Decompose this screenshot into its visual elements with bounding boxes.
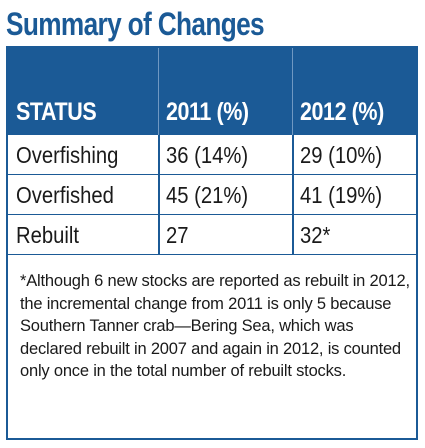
header-2012: 2012 (%) <box>300 98 384 126</box>
table-header: STATUS 2011 (%) 2012 (%) <box>8 48 416 135</box>
footnote: *Although 6 new stocks are reported as r… <box>20 272 410 380</box>
table-row: Overfishing 36 (14%) 29 (10%) <box>8 135 416 175</box>
row-status: Overfishing <box>16 142 119 168</box>
row-2012: 29 (10%) <box>300 142 383 168</box>
row-2012: 41 (19%) <box>300 182 383 208</box>
row-status: Rebuilt <box>16 222 80 248</box>
table-row: Overfished 45 (21%) 41 (19%) <box>8 175 416 215</box>
header-2011: 2011 (%) <box>166 98 249 126</box>
column-divider <box>158 135 160 255</box>
table-row: Rebuilt 27 32* <box>8 215 416 255</box>
header-divider <box>158 48 159 135</box>
page-title: Summary of Changes <box>6 6 265 42</box>
summary-box: STATUS 2011 (%) 2012 (%) Overfishing 36 … <box>6 46 418 440</box>
row-2011: 27 <box>166 222 189 248</box>
row-2011: 36 (14%) <box>166 142 249 168</box>
column-divider <box>292 135 294 255</box>
row-2011: 45 (21%) <box>166 182 249 208</box>
row-status: Overfished <box>16 182 114 208</box>
header-divider <box>292 48 293 135</box>
row-2012: 32* <box>300 222 331 248</box>
header-status: STATUS <box>16 98 97 126</box>
